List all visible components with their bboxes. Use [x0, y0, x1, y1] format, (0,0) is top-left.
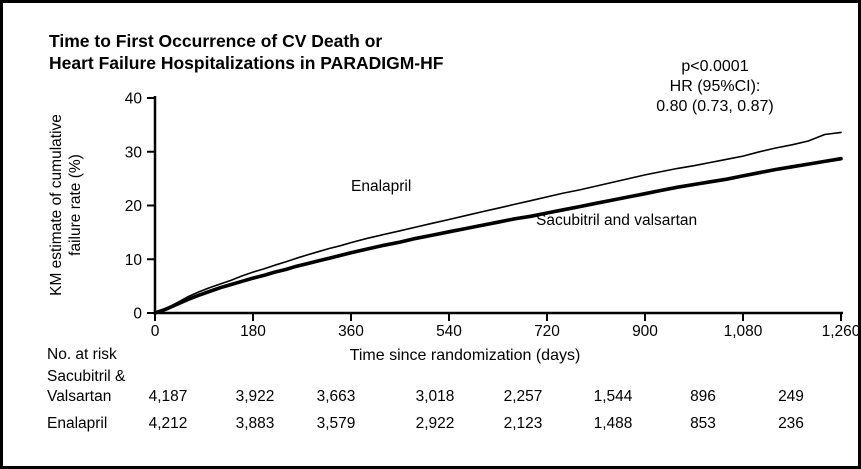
- y-tick-label: 10: [125, 252, 143, 269]
- km-chart: Time to First Occurrence of CV Death or …: [47, 31, 861, 432]
- y-tick-label: 30: [125, 144, 143, 161]
- risk-count-cell: 1,488: [594, 415, 633, 432]
- x-tick-label: 540: [436, 323, 462, 340]
- x-axis-ticks: 0 180 360 540 720 900 1,080 1,260: [151, 313, 861, 340]
- risk-count-cell: 4,187: [149, 388, 188, 405]
- risk-count-cell: 3,922: [236, 388, 275, 405]
- risk-count-cell: 2,257: [504, 388, 543, 405]
- chart-title-line2: Heart Failure Hospitalizations in PARADI…: [49, 53, 444, 73]
- x-tick-label: 0: [151, 323, 160, 340]
- y-tick-label: 0: [133, 306, 142, 323]
- series-label-sacubitril: Sacubitril and valsartan: [536, 212, 697, 229]
- risk-count-cell: 4,212: [149, 415, 188, 432]
- hr-value-text: 0.80 (0.73, 0.87): [656, 98, 773, 115]
- risk-count-cell: 3,018: [416, 388, 455, 405]
- risk-count-cell: 2,922: [416, 415, 455, 432]
- risk-count-cell: 2,123: [504, 415, 543, 432]
- y-tick-label: 20: [125, 198, 143, 215]
- x-tick-label: 1,260: [822, 323, 861, 340]
- x-tick-label: 900: [632, 323, 658, 340]
- chart-title-line1: Time to First Occurrence of CV Death or: [49, 31, 382, 51]
- y-axis-title-line2: failure rate (%): [67, 154, 84, 256]
- km-curve-enalapril: [154, 131, 842, 314]
- series-label-enalapril: Enalapril: [351, 178, 411, 195]
- y-axis-ticks: 0 10 20 30 40: [125, 91, 155, 323]
- x-axis-title: Time since randomization (days): [350, 347, 581, 364]
- hr-label-text: HR (95%CI):: [670, 78, 761, 95]
- risk-count-cell: 236: [778, 415, 804, 432]
- y-tick-label: 40: [125, 91, 143, 108]
- x-tick-label: 1,080: [724, 323, 763, 340]
- risk-count-cell: 3,579: [317, 415, 356, 432]
- risk-count-cell: 853: [690, 415, 716, 432]
- risk-row-enalapril-label: Enalapril: [47, 415, 107, 432]
- risk-count-cell: 1,544: [594, 388, 633, 405]
- y-axis-title-line1: KM estimate of cumulative: [48, 114, 65, 296]
- x-tick-label: 180: [240, 323, 266, 340]
- risk-count-cell: 896: [690, 388, 716, 405]
- risk-table-numbers: 4,187 3,922 3,663 3,018 2,257 1,544 896 249 4,21…: [149, 388, 804, 432]
- risk-row-sacubitril-label-line2: Valsartan: [47, 388, 111, 405]
- km-curve-sacubitril: [153, 156, 843, 315]
- risk-count-cell: 249: [778, 388, 804, 405]
- x-tick-label: 720: [534, 323, 560, 340]
- risk-row-sacubitril-label-line1: Sacubitril &: [47, 368, 126, 385]
- p-value-text: p<0.0001: [681, 58, 748, 75]
- risk-count-cell: 3,663: [317, 388, 356, 405]
- risk-table-header: No. at risk: [47, 346, 117, 363]
- km-curves: [153, 131, 843, 315]
- risk-count-cell: 3,883: [236, 415, 275, 432]
- x-tick-label: 360: [338, 323, 364, 340]
